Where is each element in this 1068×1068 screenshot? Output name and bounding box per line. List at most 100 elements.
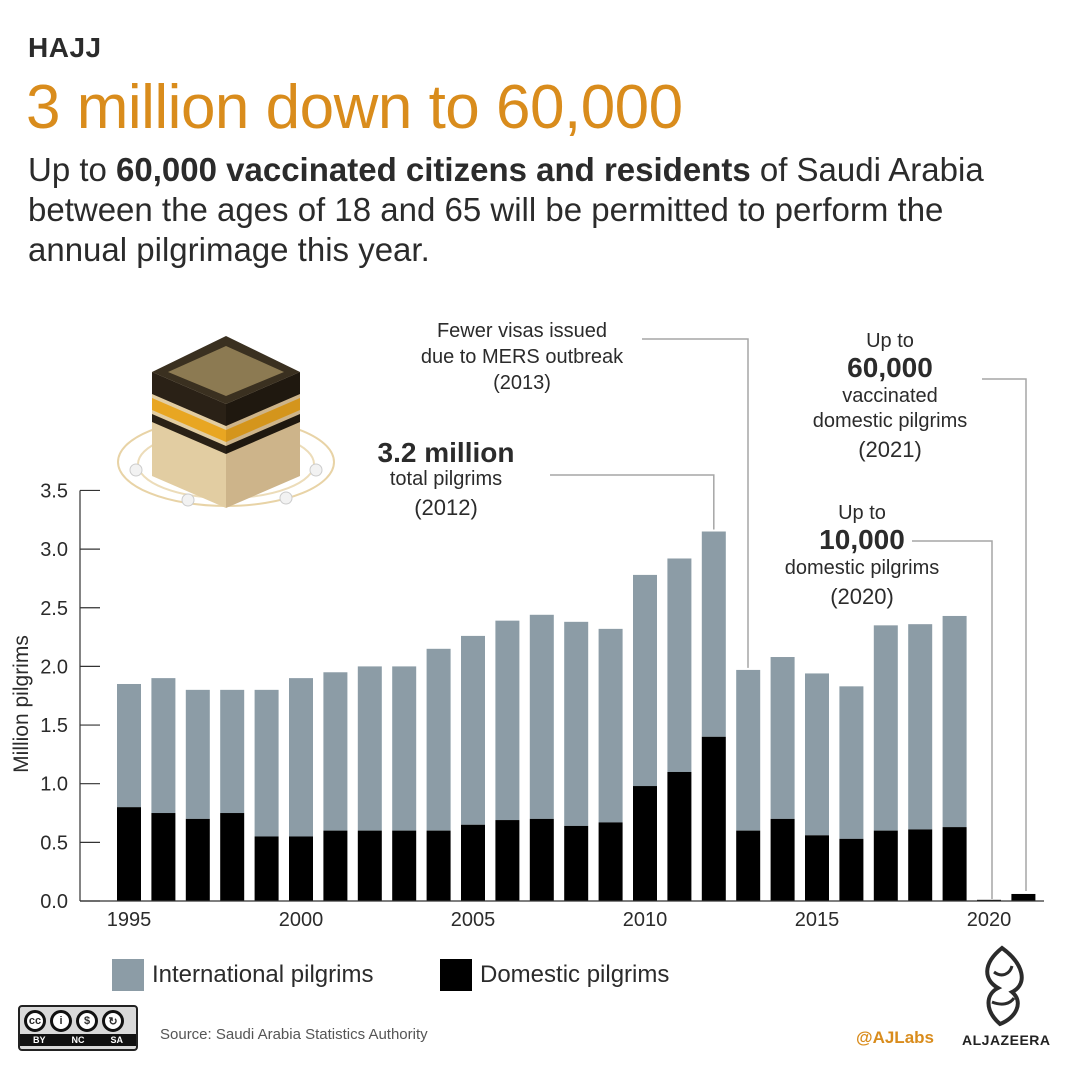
subheadline-post: of Saudi Arabia between the ages of 18 a…	[28, 151, 984, 268]
bar-international	[323, 672, 348, 831]
bar-domestic	[495, 820, 520, 901]
kicker: HAJJ	[28, 32, 102, 63]
legend-domestic-swatch	[440, 959, 472, 991]
bar-international	[598, 628, 623, 823]
license-nc: NC	[71, 1035, 85, 1045]
annotation-line: (2013)	[493, 372, 551, 394]
bar-international	[495, 620, 520, 821]
bar-domestic	[908, 829, 933, 901]
bar-domestic	[529, 818, 554, 901]
leader-line	[550, 474, 715, 530]
bar-international	[770, 657, 795, 819]
annotation-line: due to MERS outbreak	[421, 346, 624, 368]
bar-domestic	[289, 836, 313, 901]
bar-international	[220, 689, 245, 814]
legend-domestic: Domestic pilgrims	[440, 957, 669, 993]
x-tick-label: 2020	[967, 909, 1012, 931]
bar-international	[839, 686, 864, 839]
bar-domestic	[805, 835, 829, 901]
subheadline: Up to 60,000 vaccinated citizens and res…	[28, 150, 1038, 270]
license-sa: SA	[110, 1035, 123, 1045]
ajlabs-handle: @AJLabs	[856, 1028, 934, 1047]
bar-international	[254, 689, 279, 837]
annotation-line: 3.2 million	[378, 437, 515, 468]
legend-international-label: International pilgrims	[152, 961, 374, 988]
bar-international	[736, 669, 761, 831]
x-tick-label: 2000	[279, 909, 324, 931]
bar-domestic	[564, 825, 589, 901]
x-tick-label: 1995	[107, 909, 152, 931]
bar-domestic	[117, 807, 141, 901]
bar-international	[529, 614, 554, 819]
annotation-line: 10,000	[819, 524, 905, 555]
y-tick-label: 3.0	[40, 539, 68, 561]
y-tick-label: 0.0	[40, 891, 68, 913]
x-tick-label: 2015	[795, 909, 840, 931]
y-tick-label: 1.5	[40, 715, 68, 737]
bar-international	[392, 666, 417, 831]
aljazeera-logo-icon	[985, 945, 1024, 1027]
y-axis: 0.0 0.5 1.0 1.5 2.0 2.5 3.0 3.5	[40, 480, 100, 913]
aljazeera-wordmark: ALJAZEERA	[962, 1032, 1051, 1048]
bar-domestic	[254, 836, 279, 901]
legend-international: International pilgrims	[112, 957, 373, 993]
bar-domestic	[220, 813, 245, 901]
subheadline-pre: Up to	[28, 151, 117, 188]
annotation-line: domestic pilgrims	[785, 557, 939, 579]
y-tick-label: 3.5	[40, 480, 68, 502]
x-tick-label: 2005	[451, 909, 496, 931]
annotation-line: total pilgrims	[390, 468, 502, 490]
bar-domestic	[151, 813, 176, 901]
bar-domestic	[701, 736, 726, 901]
source-credit: Source: Saudi Arabia Statistics Authorit…	[160, 1026, 428, 1043]
bar-international	[117, 683, 141, 808]
bar-international	[805, 673, 829, 836]
annotation-line: (2020)	[830, 584, 894, 609]
bar-international	[151, 678, 176, 814]
y-tick-label: 2.0	[40, 656, 68, 678]
bar-domestic	[461, 824, 485, 901]
kaaba-illustration	[117, 336, 335, 508]
annotation-2013: Fewer visas issued due to MERS outbreak (2…	[421, 320, 749, 668]
bar-domestic	[598, 822, 623, 901]
bar-domestic	[839, 838, 864, 901]
legend-domestic-label: Domestic pilgrims	[480, 961, 670, 988]
bar-international	[908, 624, 933, 830]
bar-international	[426, 648, 451, 831]
headline: 3 million down to 60,000	[26, 73, 683, 142]
bar-domestic	[873, 830, 898, 901]
bar-international	[633, 574, 657, 787]
y-tick-label: 0.5	[40, 832, 68, 854]
bar-international	[357, 666, 382, 831]
leader-line	[642, 338, 749, 668]
sa-share-icon: ↻	[102, 1010, 124, 1032]
nc-dollar-icon: $	[76, 1010, 98, 1032]
legend-international-swatch	[112, 959, 144, 991]
bar-domestic	[323, 830, 348, 901]
y-axis-label: Million pilgrims	[10, 635, 33, 773]
bar-international	[185, 689, 210, 819]
bar-domestic	[357, 830, 382, 901]
bar-international	[564, 621, 589, 826]
bar-domestic	[426, 830, 451, 901]
license-by: BY	[32, 1035, 46, 1045]
x-axis: 1995 2000 2005 2010 2015 2020	[80, 900, 1044, 931]
bar-domestic	[633, 786, 657, 901]
annotation-line: Fewer visas issued	[437, 320, 607, 342]
x-tick-label: 2010	[623, 909, 668, 931]
annotation-line: domestic pilgrims	[813, 410, 967, 432]
y-tick-label: 2.5	[40, 598, 68, 620]
cc-icon: cc	[24, 1010, 46, 1032]
bar-international	[701, 531, 726, 737]
creative-commons-badge: cc i $ ↻ BY NC SA	[18, 1005, 138, 1051]
annotation-line: 60,000	[847, 352, 933, 383]
leader-line	[982, 378, 1027, 891]
bar-domestic	[667, 771, 692, 901]
bar-domestic	[736, 830, 761, 901]
annotation-line: (2021)	[858, 437, 922, 462]
bar-international	[942, 615, 967, 828]
annotation-line: Up to	[838, 502, 886, 524]
